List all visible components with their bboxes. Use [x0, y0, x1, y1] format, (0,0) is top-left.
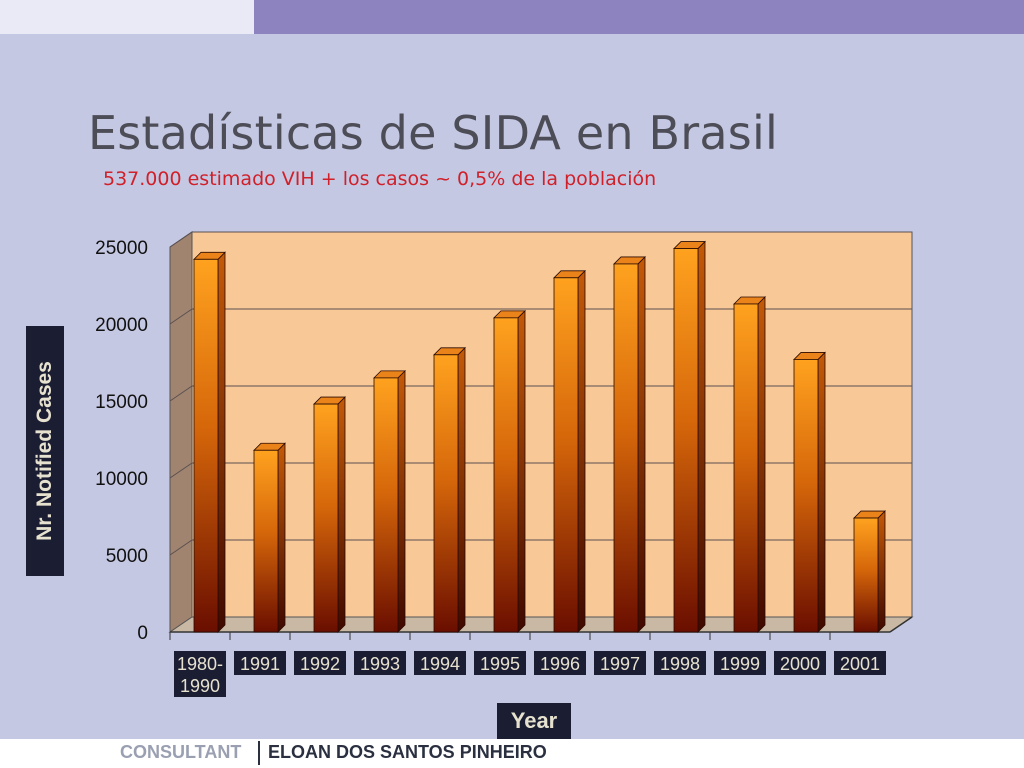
bar-side	[877, 510, 886, 633]
x-tick-label: 1996	[540, 654, 580, 674]
bar-side	[277, 442, 286, 633]
gridline-side	[169, 462, 193, 479]
bar-front	[373, 377, 399, 633]
bar-front	[193, 258, 219, 633]
footer-consultant: CONSULTANT	[120, 742, 242, 762]
gridline-side	[169, 385, 193, 402]
footer-bar	[0, 739, 1024, 768]
bar-front	[253, 449, 279, 633]
bar-front	[313, 403, 339, 633]
bar-side	[337, 396, 346, 633]
bar	[793, 351, 826, 633]
x-tick-label-box	[774, 651, 826, 675]
x-tick-label: 1994	[420, 654, 460, 674]
bar	[433, 346, 466, 633]
bar-front	[553, 277, 579, 633]
y-tick-label: 15000	[95, 392, 148, 413]
bar-side	[397, 369, 406, 633]
x-tick-label-box	[834, 651, 886, 675]
x-tick-label: 1997	[600, 654, 640, 674]
bar-front	[493, 317, 519, 633]
x-tick-label-box	[174, 651, 226, 697]
x-tick-label: 1991	[240, 654, 280, 674]
bar-side	[817, 351, 826, 633]
x-tick-label-box	[594, 651, 646, 675]
slide-subtitle: 537.000 estimado VIH + los casos ~ 0,5% …	[103, 168, 657, 190]
bar-front	[433, 354, 459, 633]
x-tick-label: 1993	[360, 654, 400, 674]
bar	[853, 510, 886, 633]
y-axis-ticks: 0 5000 10000 15000 20000 25000	[95, 238, 148, 644]
bar-side	[457, 346, 466, 633]
x-axis-line-depth	[889, 616, 913, 633]
bar-side	[697, 240, 706, 633]
bar	[373, 369, 406, 633]
bar	[253, 442, 286, 633]
x-tick-label-box	[294, 651, 346, 675]
footer-divider	[258, 741, 260, 765]
x-tick-label-box	[714, 651, 766, 675]
bar	[493, 309, 526, 633]
x-tick-label: 1990	[180, 676, 220, 696]
bar	[553, 269, 586, 633]
bar	[193, 251, 226, 633]
plot-area	[168, 231, 914, 633]
y-tick-label: 5000	[106, 546, 148, 567]
x-tick-label-box	[354, 651, 406, 675]
y-tick-label: 20000	[95, 315, 148, 336]
bar	[673, 240, 706, 633]
bar	[613, 255, 646, 633]
bar-side	[517, 309, 526, 633]
top-band-dark	[254, 0, 1024, 34]
bar	[733, 296, 766, 633]
x-axis-label: Year	[497, 703, 571, 739]
bar-side	[637, 255, 646, 633]
x-tick-label: 2001	[840, 654, 880, 674]
bar-side	[217, 251, 226, 633]
bar-front	[613, 263, 639, 633]
y-tick-label: 0	[137, 623, 148, 644]
footer-author: ELOAN DOS SANTOS PINHEIRO	[268, 742, 547, 762]
bar-side	[577, 269, 586, 633]
gridline-side	[169, 539, 193, 556]
plot-side-wall	[169, 231, 193, 633]
bar-front	[853, 517, 879, 633]
x-tick-label: 1998	[660, 654, 700, 674]
x-tick-label: 1999	[720, 654, 760, 674]
x-tick-label: 1992	[300, 654, 340, 674]
top-band-light	[0, 0, 254, 34]
y-axis-label-box	[26, 326, 64, 576]
gridline-side	[169, 308, 193, 325]
x-tick-label-box	[234, 651, 286, 675]
bar-front	[673, 248, 699, 633]
x-axis-ticks: 1980-1990 1991 1992 1993 1994 1995 1996 1997 199…	[169, 632, 886, 697]
y-tick-label: 10000	[95, 469, 148, 490]
x-tick-label-box	[534, 651, 586, 675]
bar-side	[757, 296, 766, 633]
gridline-side	[169, 231, 193, 248]
bar-front	[793, 359, 819, 633]
bars	[193, 240, 886, 633]
y-axis-label: Nr. Notified Cases	[33, 361, 56, 541]
x-tick-label: 1995	[480, 654, 520, 674]
bar	[313, 396, 346, 633]
x-tick-label: 1980-	[177, 654, 223, 674]
slide-title: Estadísticas de SIDA en Brasil	[88, 106, 778, 160]
y-tick-label: 25000	[95, 238, 148, 259]
bar-front	[733, 303, 759, 633]
x-tick-label: 2000	[780, 654, 820, 674]
x-tick-label-box	[414, 651, 466, 675]
x-tick-label-box	[474, 651, 526, 675]
x-tick-label-box	[654, 651, 706, 675]
